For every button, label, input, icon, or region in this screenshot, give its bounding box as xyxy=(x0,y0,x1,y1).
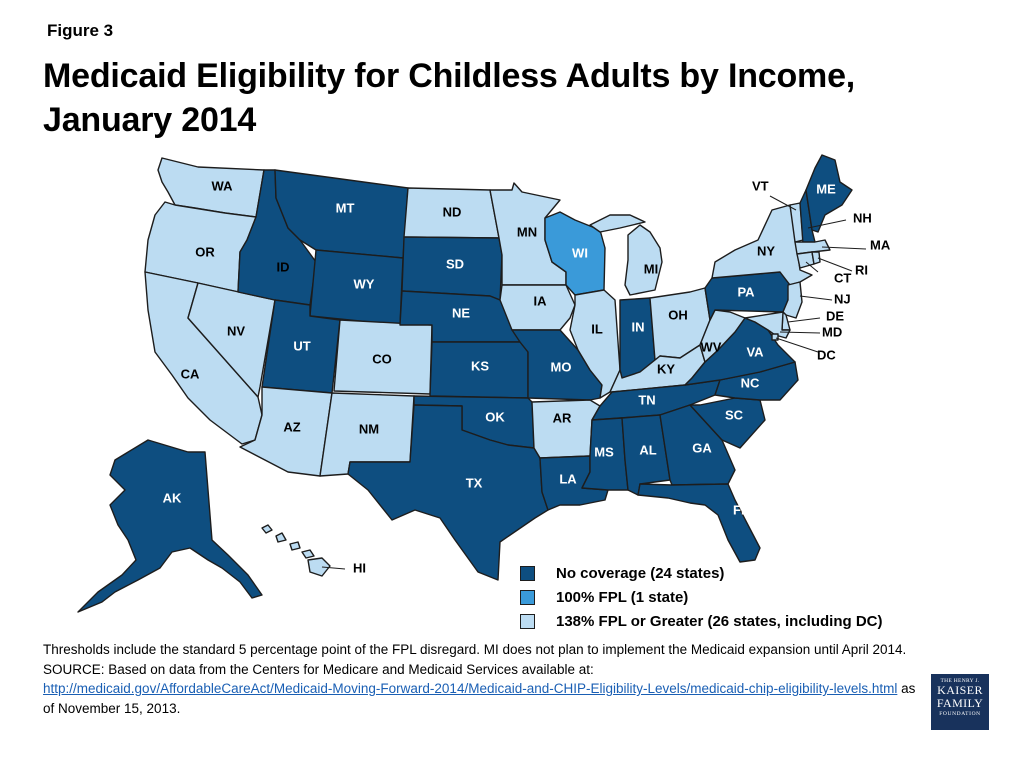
label-sd: SD xyxy=(446,256,464,271)
label-pa: PA xyxy=(737,284,755,299)
legend-label-no-coverage: No coverage (24 states) xyxy=(556,565,724,582)
label-ne: NE xyxy=(452,305,470,320)
label-ca: CA xyxy=(181,366,200,381)
label-ct: CT xyxy=(834,270,851,285)
label-nm: NM xyxy=(359,421,379,436)
label-az: AZ xyxy=(283,419,300,434)
label-me: ME xyxy=(816,181,836,196)
label-mt: MT xyxy=(336,200,355,215)
source-link[interactable]: http://medicaid.gov/AffordableCareAct/Me… xyxy=(43,681,897,696)
label-ny: NY xyxy=(757,243,775,258)
legend-item-138-fpl: 138% FPL or Greater (26 states, includin… xyxy=(520,609,882,633)
label-co: CO xyxy=(372,351,392,366)
label-va: VA xyxy=(746,344,764,359)
label-ms: MS xyxy=(594,444,614,459)
label-ia: IA xyxy=(534,293,548,308)
legend-item-no-coverage: No coverage (24 states) xyxy=(520,561,882,585)
label-ga: GA xyxy=(692,440,712,455)
state-ak xyxy=(78,440,262,612)
label-wi: WI xyxy=(572,245,588,260)
kff-logo: THE HENRY J. KAISER FAMILY FOUNDATION xyxy=(931,674,989,730)
label-ok: OK xyxy=(485,409,505,424)
logo-line-4: FOUNDATION xyxy=(931,711,989,717)
label-nh: NH xyxy=(853,210,872,225)
label-de: DE xyxy=(826,308,844,323)
notes: Thresholds include the standard 5 percen… xyxy=(43,640,923,718)
legend: No coverage (24 states) 100% FPL (1 stat… xyxy=(520,561,882,633)
source-text: SOURCE: Based on data from the Centers f… xyxy=(43,660,923,680)
state-hi xyxy=(262,525,330,576)
label-mi: MI xyxy=(644,261,658,276)
label-nc: NC xyxy=(741,375,760,390)
label-in: IN xyxy=(632,319,645,334)
label-ar: AR xyxy=(553,410,572,425)
label-wy: WY xyxy=(354,276,375,291)
label-ky: KY xyxy=(657,361,675,376)
state-ct xyxy=(797,252,814,268)
label-mn: MN xyxy=(517,224,537,239)
label-id: ID xyxy=(277,259,290,274)
label-ri: RI xyxy=(855,262,868,277)
label-mo: MO xyxy=(551,359,572,374)
label-nv: NV xyxy=(227,323,245,338)
label-or: OR xyxy=(195,244,215,259)
legend-label-138-fpl: 138% FPL or Greater (26 states, includin… xyxy=(556,613,882,630)
label-sc: SC xyxy=(725,407,744,422)
logo-line-3: FAMILY xyxy=(931,697,989,709)
label-wv: WV xyxy=(701,339,722,354)
legend-label-100-fpl: 100% FPL (1 state) xyxy=(556,589,688,606)
label-tn: TN xyxy=(638,392,655,407)
label-hi: HI xyxy=(353,560,366,575)
label-ma: MA xyxy=(870,237,891,252)
legend-item-100-fpl: 100% FPL (1 state) xyxy=(520,585,882,609)
label-ak: AK xyxy=(163,490,182,505)
label-fl: FL xyxy=(733,502,749,517)
label-md: MD xyxy=(822,324,842,339)
label-wa: WA xyxy=(212,178,234,193)
threshold-note: Thresholds include the standard 5 percen… xyxy=(43,640,923,660)
label-nj: NJ xyxy=(834,291,851,306)
label-il: IL xyxy=(591,321,603,336)
label-tx: TX xyxy=(466,475,483,490)
label-la: LA xyxy=(559,471,577,486)
legend-swatch-no-coverage xyxy=(520,566,535,581)
state-fl xyxy=(638,484,760,562)
legend-swatch-100-fpl xyxy=(520,590,535,605)
label-oh: OH xyxy=(668,307,688,322)
label-al: AL xyxy=(639,442,656,457)
state-dc xyxy=(772,334,778,340)
label-dc: DC xyxy=(817,347,836,362)
label-ut: UT xyxy=(293,338,310,353)
label-vt: VT xyxy=(752,178,769,193)
legend-swatch-138-fpl xyxy=(520,614,535,629)
label-ks: KS xyxy=(471,358,489,373)
label-nd: ND xyxy=(443,204,462,219)
source-line: http://medicaid.gov/AffordableCareAct/Me… xyxy=(43,679,923,718)
